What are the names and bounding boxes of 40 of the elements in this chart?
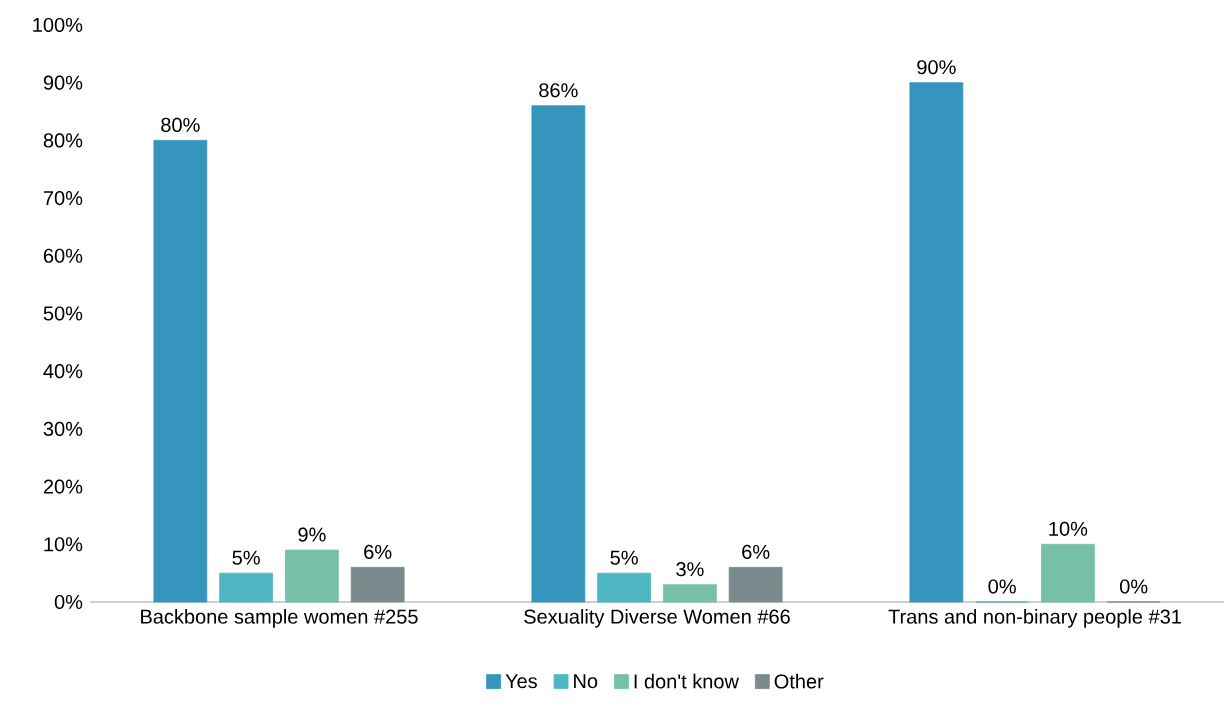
y-tick-label: 80% xyxy=(43,133,83,148)
data-label: 5% xyxy=(232,550,260,565)
x-tick-label: Backbone sample women #255 xyxy=(141,609,418,628)
legend-label: I don't know xyxy=(634,673,739,689)
data-label: 0% xyxy=(988,579,1016,594)
bar xyxy=(909,82,964,603)
data-label: 3% xyxy=(676,562,704,577)
y-tick-label: 20% xyxy=(43,479,83,494)
y-tick-label: 10% xyxy=(44,537,83,552)
bar xyxy=(728,566,783,603)
legend-label: Yes xyxy=(505,674,537,689)
y-tick-label: 100% xyxy=(33,17,83,33)
data-label: 0% xyxy=(1120,579,1148,594)
data-label: 80% xyxy=(161,117,200,132)
bar xyxy=(663,584,717,603)
bar xyxy=(219,572,273,603)
legend-label: No xyxy=(574,674,598,689)
data-label: 6% xyxy=(364,544,392,559)
y-tick-label: 60% xyxy=(43,248,83,263)
bar xyxy=(153,139,208,603)
bar xyxy=(1041,543,1095,603)
bar xyxy=(285,549,339,603)
x-tick-label: Sexuality Diverse Women #66 xyxy=(524,609,790,628)
y-tick-label: 0% xyxy=(54,594,83,610)
data-label: 6% xyxy=(742,544,770,559)
bar xyxy=(597,572,651,603)
legend-label: Other xyxy=(774,673,824,689)
y-tick-label: 50% xyxy=(43,306,83,321)
bar xyxy=(531,105,586,603)
y-tick-label: 40% xyxy=(43,364,83,379)
data-label: 5% xyxy=(610,550,638,565)
data-label: 10% xyxy=(1049,521,1088,536)
x-tick-label: Trans and non-binary people #31 xyxy=(888,609,1181,628)
y-tick-label: 30% xyxy=(43,421,83,436)
data-label: 90% xyxy=(917,60,956,75)
y-tick-label: 90% xyxy=(43,75,83,90)
data-label: 9% xyxy=(298,527,326,542)
y-tick-label: 70% xyxy=(43,191,83,206)
data-label: 86% xyxy=(539,83,578,98)
bar xyxy=(350,566,405,603)
